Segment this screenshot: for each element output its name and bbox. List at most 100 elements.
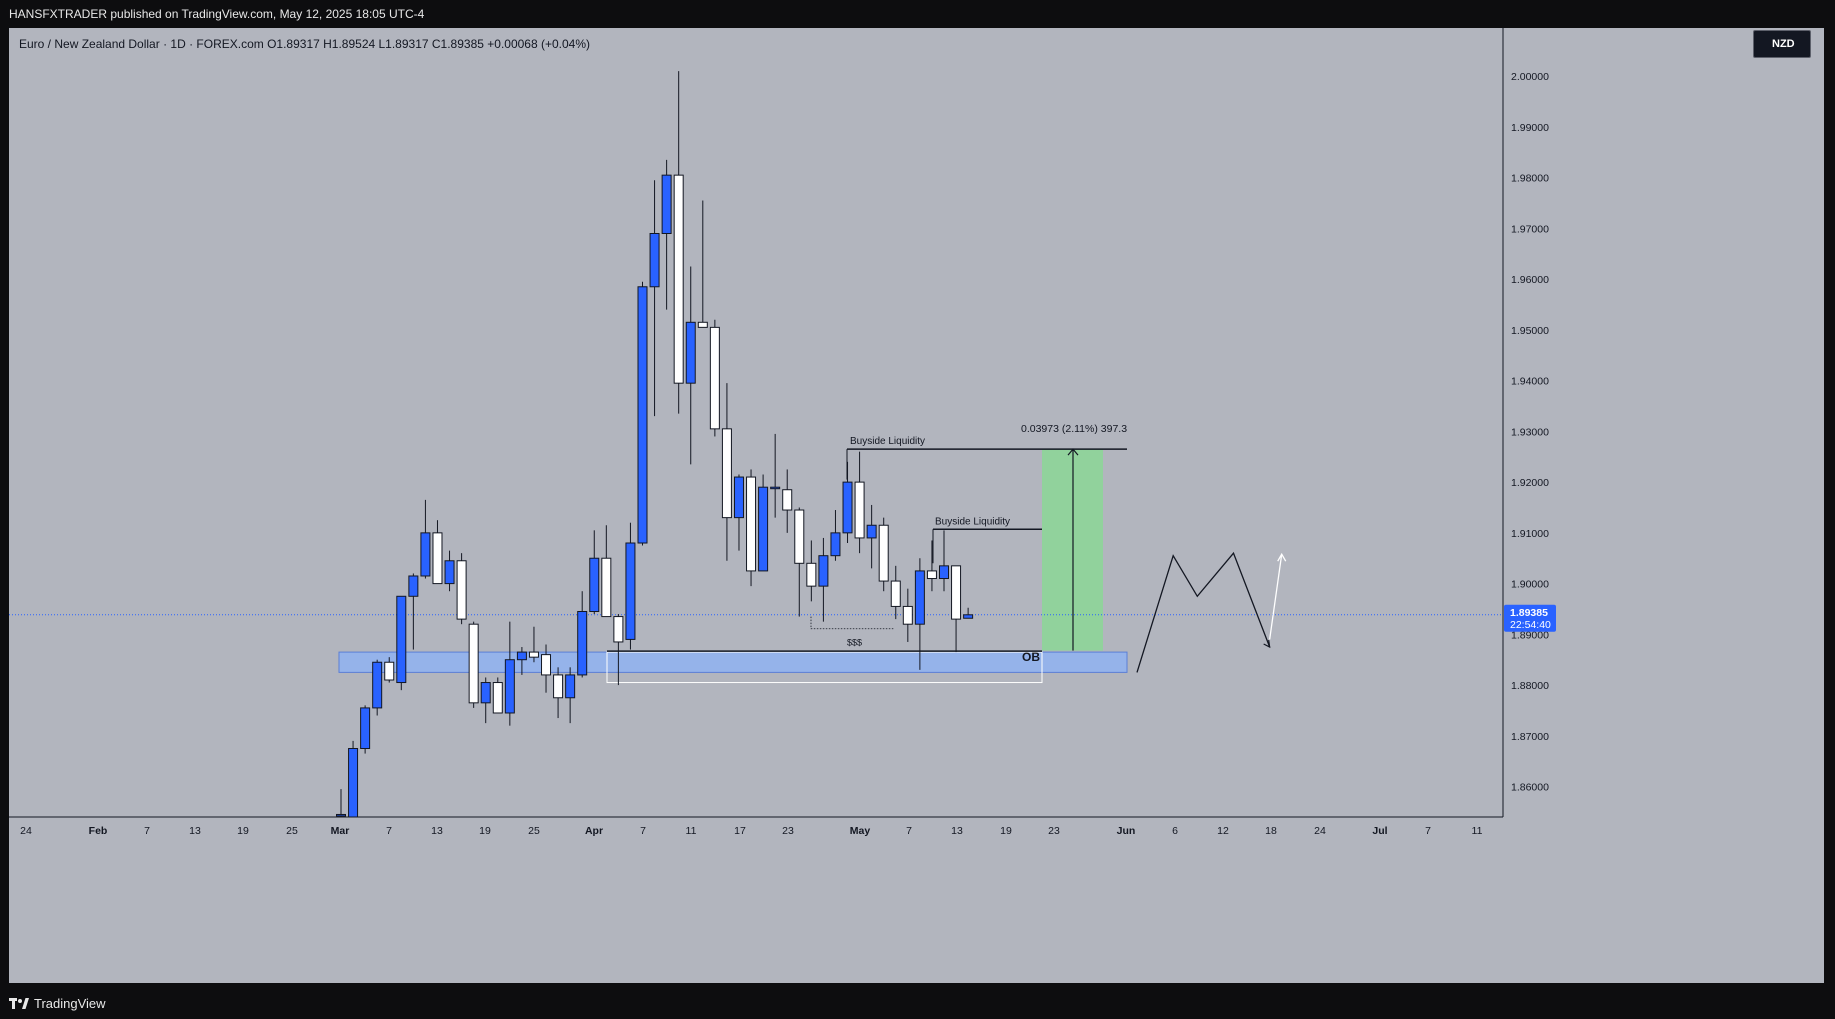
time-tick-label: 19: [1000, 825, 1012, 837]
time-tick-label: 11: [686, 825, 697, 837]
price-tick-label: 1.86000: [1511, 782, 1549, 794]
candle-body: [842, 481, 853, 534]
price-axis: [1503, 28, 1824, 817]
time-tick-label: 12: [1217, 825, 1229, 837]
time-tick-label: 23: [782, 825, 794, 837]
currency-button[interactable]: NZD: [1753, 30, 1811, 58]
measure-arrow-head: [1067, 448, 1079, 456]
candle-body: [854, 481, 865, 539]
sss-label: $$$: [847, 637, 862, 647]
time-tick-label: 7: [144, 825, 150, 837]
candle-body: [673, 174, 684, 384]
candle-body: [721, 428, 732, 519]
publisher-line: HANSFXTRADER published on TradingView.co…: [9, 7, 425, 21]
candle-body: [396, 595, 407, 684]
publisher-bar: HANSFXTRADER published on TradingView.co…: [0, 0, 1835, 28]
candle-body: [528, 651, 539, 658]
candle-body: [372, 661, 383, 709]
chart-frame[interactable]: Buyside Liquidity Buyside Liquidity $$$ OB 0…: [9, 28, 1824, 983]
candle-body: [408, 575, 419, 597]
candle-body: [758, 486, 769, 572]
candle-body: [516, 651, 527, 661]
time-tick-label: 7: [1425, 825, 1431, 837]
symbol-legend: Euro / New Zealand Dollar · 1D · FOREX.c…: [19, 37, 591, 51]
time-tick-label: Apr: [585, 825, 603, 837]
price-tick-label: 1.91000: [1511, 528, 1549, 540]
candle-body: [468, 623, 479, 704]
candle-body: [685, 321, 696, 384]
time-tick-label: Mar: [331, 825, 350, 837]
time-axis: [9, 817, 1824, 845]
candle-body: [926, 570, 937, 580]
candle-body: [553, 674, 564, 699]
price-tick-label: 1.98000: [1511, 173, 1549, 185]
candle-body: [480, 682, 491, 704]
plot-area: [9, 28, 1503, 817]
time-tick-label: 24: [1314, 825, 1326, 837]
price-tick-label: 1.99000: [1511, 122, 1549, 134]
time-tick-label: 17: [734, 825, 746, 837]
candle-body: [492, 682, 503, 714]
candle-body: [902, 605, 913, 625]
price-tick-label: 1.94000: [1511, 376, 1549, 388]
time-tick-label: 25: [528, 825, 540, 837]
candle-body: [866, 524, 877, 539]
footer-bar: TradingView: [0, 988, 1835, 1019]
candle-body: [625, 542, 636, 640]
time-tick-label: 13: [189, 825, 201, 837]
candle-body: [890, 580, 901, 607]
candle-body: [661, 174, 672, 234]
time-tick-label: 7: [386, 825, 392, 837]
time-tick-label: Jul: [1372, 825, 1387, 837]
candle-body: [613, 616, 624, 643]
candle-body: [348, 748, 359, 818]
time-tick-label: 13: [951, 825, 963, 837]
tradingview-logo-icon: [9, 997, 29, 1010]
bar-countdown-label: 22:54:40: [1510, 619, 1551, 631]
time-tick-label: 18: [1265, 825, 1277, 837]
currency-label: NZD: [1772, 38, 1795, 50]
time-tick-label: 6: [1172, 825, 1178, 837]
time-tick-label: 23: [1048, 825, 1060, 837]
candle-body: [420, 532, 431, 577]
candle-body: [830, 532, 841, 557]
candle-body: [504, 659, 515, 714]
order-block-extension: [606, 651, 1043, 684]
price-tick-label: 1.96000: [1511, 274, 1549, 286]
candle-body: [951, 565, 962, 620]
time-tick-label: 11: [1472, 825, 1483, 837]
candle-body: [541, 654, 552, 676]
time-tick-label: Feb: [89, 825, 108, 837]
candle-body: [878, 524, 889, 582]
order-block-zone: [338, 651, 1128, 673]
candle-body: [914, 570, 925, 625]
price-tick-label: 1.88000: [1511, 680, 1549, 692]
sss-marker-line: [810, 616, 894, 630]
time-tick-label: 7: [640, 825, 646, 837]
time-tick-label: 13: [431, 825, 443, 837]
candle-body: [746, 476, 757, 572]
price-tick-label: 1.90000: [1511, 579, 1549, 591]
projection-path: [1136, 551, 1271, 673]
projection-valley-arrow: [1263, 639, 1271, 649]
price-tick-label: 1.89000: [1511, 629, 1549, 641]
time-tick-label: 25: [286, 825, 298, 837]
candle-body: [770, 486, 781, 490]
tradingview-logo[interactable]: TradingView: [9, 996, 106, 1011]
price-tick-label: 1.97000: [1511, 223, 1549, 235]
projection-arrow-head: [1277, 552, 1287, 562]
candle-body: [336, 813, 346, 817]
price-tick-label: 1.87000: [1511, 731, 1549, 743]
candle-body: [649, 232, 660, 288]
chart-canvas[interactable]: Buyside Liquidity Buyside Liquidity $$$ OB 0…: [9, 28, 1824, 983]
price-tick-label: 1.95000: [1511, 325, 1549, 337]
candle-body: [697, 321, 708, 328]
time-tick-label: 19: [237, 825, 249, 837]
candle-body: [577, 611, 588, 676]
candle-body: [637, 286, 648, 544]
candle-body: [360, 707, 371, 750]
price-tick-label: 1.92000: [1511, 477, 1549, 489]
time-tick-label: 7: [906, 825, 912, 837]
candle-body: [456, 560, 467, 620]
candle-body: [963, 614, 974, 619]
